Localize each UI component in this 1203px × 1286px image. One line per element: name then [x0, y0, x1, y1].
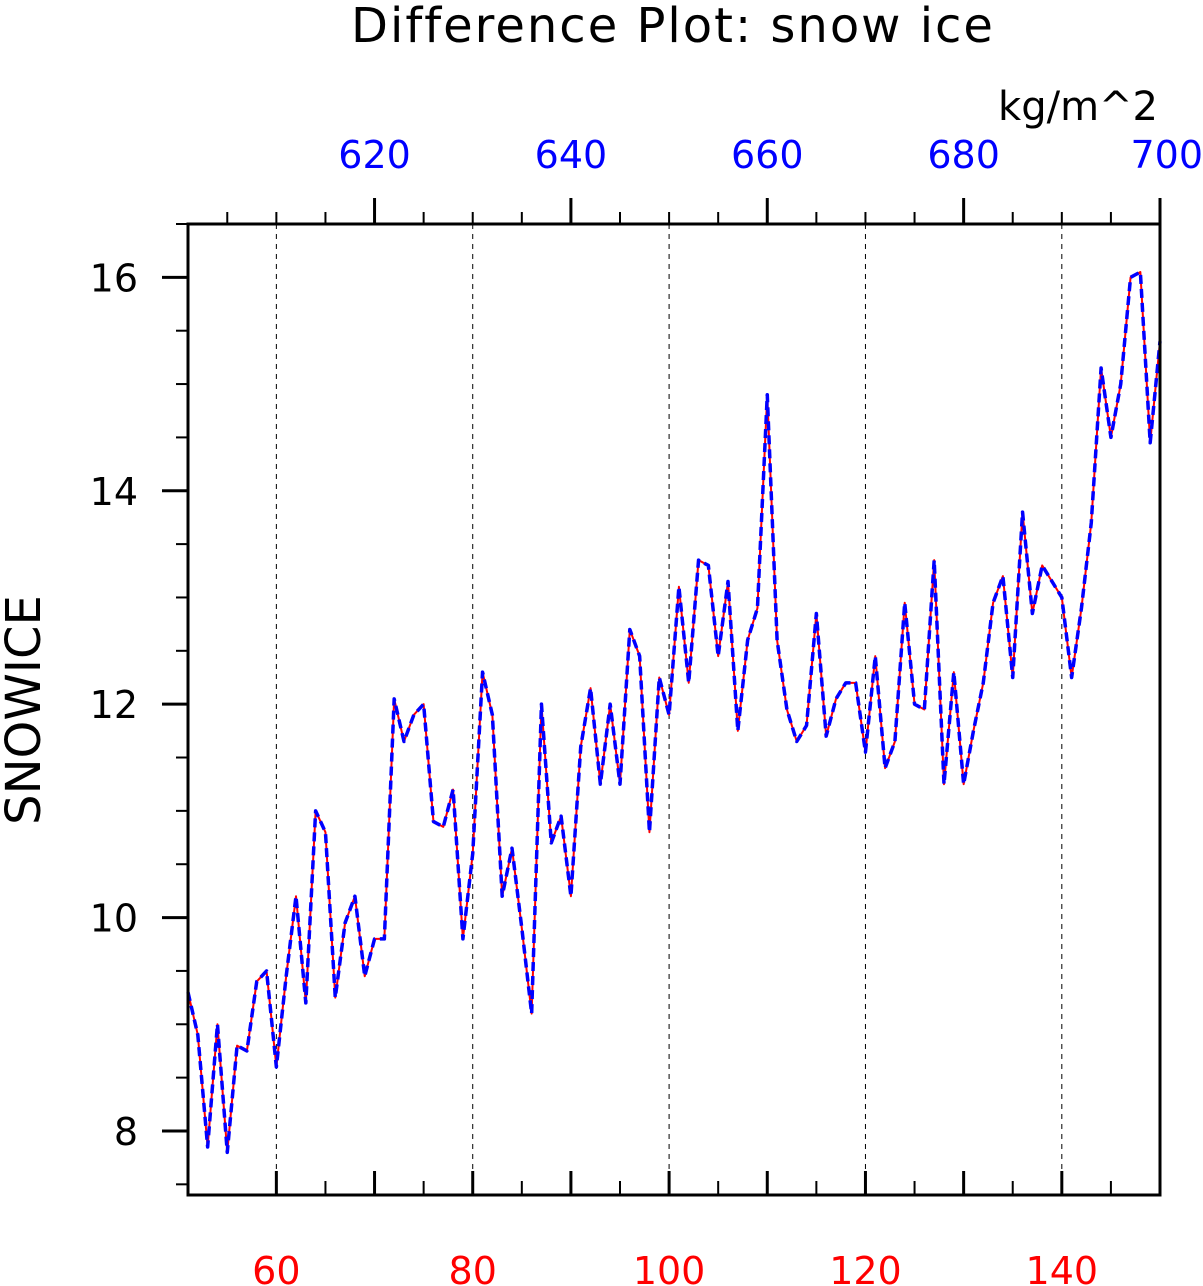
y-tick-label: 14 — [90, 470, 138, 514]
units-label: kg/m^2 — [998, 84, 1158, 130]
top-tick-label: 640 — [535, 133, 608, 177]
ticks-group: 60 80 100 120 140 620 640 660 680 700 8 10 12 14 16 — [90, 133, 1203, 1286]
chart-title: Difference Plot: snow ice — [351, 0, 995, 54]
top-tick-label: 620 — [338, 133, 411, 177]
x-tick-label: 80 — [449, 1249, 497, 1286]
y-tick-label: 16 — [90, 256, 138, 300]
x-tick-label: 100 — [633, 1249, 706, 1286]
series-line-1 — [187, 271, 1161, 1154]
y-tick-label: 8 — [114, 1110, 138, 1154]
grid-lines — [275, 224, 1063, 1195]
x-tick-label: 60 — [252, 1249, 300, 1286]
series-line-2 — [186, 270, 1162, 1155]
x-tick-label: 120 — [829, 1249, 902, 1286]
plot-frame — [186, 222, 1162, 1197]
top-tick-label: 700 — [1130, 133, 1203, 177]
x-tick-label: 140 — [1026, 1249, 1099, 1286]
top-tick-label: 680 — [927, 133, 1000, 177]
series-group — [186, 270, 1162, 1155]
y-axis-label: SNOWICE — [0, 595, 52, 825]
y-tick-label: 12 — [90, 683, 138, 727]
top-tick-label: 660 — [731, 133, 804, 177]
y-tick-label: 10 — [90, 897, 138, 941]
